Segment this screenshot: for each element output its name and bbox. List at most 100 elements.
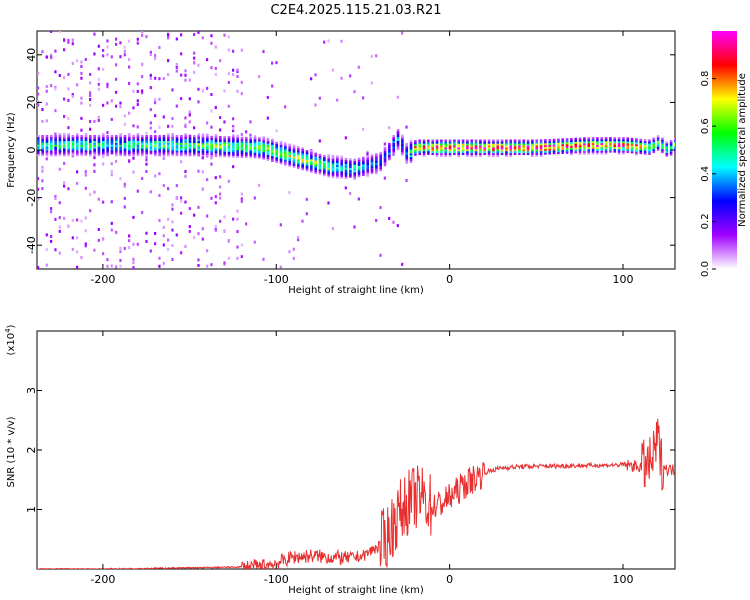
spectrogram-cell	[587, 150, 591, 153]
spectrogram-cell	[643, 148, 647, 151]
spectrogram-cell	[531, 154, 534, 157]
spectrogram-cell	[557, 150, 560, 153]
spectrogram-cell	[375, 170, 378, 173]
spectrogram-cell	[565, 149, 569, 152]
spectrogram-cell	[232, 129, 235, 133]
spectrogram-cell	[548, 140, 552, 144]
spectrogram-cell	[210, 109, 213, 113]
spectrogram-cell	[115, 150, 118, 153]
spectrogram-cell	[67, 146, 70, 149]
spectrogram-cell	[266, 139, 270, 142]
spectrogram-cell	[63, 38, 66, 42]
spectrogram-cell	[453, 145, 456, 148]
spectrogram-cell	[626, 137, 630, 140]
spectrogram-cell	[58, 201, 61, 205]
spectrogram-cell	[314, 152, 317, 155]
spectrogram-cell	[219, 151, 222, 154]
spectrogram-cell	[383, 164, 387, 167]
spectrogram-cell	[401, 142, 404, 145]
spectrogram-cell	[145, 152, 148, 155]
spectrogram-cell	[206, 58, 209, 62]
spectrogram-cell	[379, 253, 382, 257]
spectrogram-cell	[71, 140, 75, 143]
spectrogram-cell	[552, 140, 556, 143]
spectrogram-cell	[310, 162, 313, 166]
spectrogram-cell	[171, 146, 174, 149]
spectrogram-cell	[214, 45, 217, 49]
spectrogram-cell	[232, 145, 235, 149]
spectrogram-cell	[80, 71, 83, 75]
spectrogram-cell	[145, 158, 148, 162]
spectrogram-cell	[327, 159, 330, 163]
spectrogram-cell	[58, 167, 61, 171]
spectrogram-cell	[652, 145, 656, 148]
spectrogram-cell	[375, 158, 378, 162]
spectrogram-cell	[80, 154, 83, 157]
spectrogram-cell	[578, 152, 582, 156]
spectrogram-cell	[310, 168, 313, 171]
snr-y-multiplier: (x104)	[4, 324, 17, 355]
spectrogram-cell	[158, 256, 161, 260]
spectrogram-cell	[544, 150, 547, 153]
spectrogram-cell	[54, 154, 57, 157]
spectrogram-cell	[622, 150, 625, 153]
spectrogram-cell	[128, 234, 131, 238]
colorbar-tick-label: 0.2	[700, 213, 711, 229]
spectrogram-cell	[336, 176, 339, 179]
spectrogram-cell	[266, 143, 270, 146]
spectrogram-cell	[50, 148, 53, 151]
spectrogram-cell	[236, 217, 239, 221]
spectrogram-cell	[626, 139, 630, 142]
spectrogram-cell	[418, 139, 422, 142]
spectrogram-cell	[275, 143, 278, 147]
spectrogram-cell	[535, 152, 539, 156]
spectrogram-cell	[466, 150, 469, 154]
spectrogram-cell	[97, 140, 101, 143]
spectrogram-cell	[288, 145, 291, 148]
spectrogram-cell	[453, 143, 456, 146]
spectrogram-cell	[366, 150, 369, 154]
spectrogram-cell	[206, 139, 209, 142]
spectrogram-cell	[340, 163, 343, 166]
spectrogram-cell	[180, 211, 183, 215]
spectrogram-cell	[340, 155, 343, 158]
spectrogram-cell	[115, 144, 118, 147]
spectrogram-cell	[370, 81, 373, 85]
spectrogram-cell	[353, 168, 356, 171]
spectrogram-cell	[136, 148, 140, 151]
spectrogram-cell	[110, 228, 113, 232]
spectrogram-cell	[123, 53, 126, 57]
spectrogram-cell	[526, 147, 530, 150]
spectrogram-cell	[136, 37, 139, 41]
spectrogram-cell	[197, 63, 200, 67]
spectrogram-cell	[184, 136, 187, 140]
snr-x-label: Height of straight line (km)	[288, 585, 424, 596]
spectrogram-cell	[661, 150, 664, 154]
spectrogram-cell	[448, 149, 452, 152]
spectrogram-cell	[405, 179, 408, 183]
spectrogram-cell	[544, 152, 547, 155]
spectrogram-cell	[409, 145, 413, 148]
spectrogram-cell	[37, 152, 40, 155]
spectrogram-cell	[201, 152, 205, 155]
spectrogram-cell	[600, 150, 604, 153]
spectrogram-cell	[353, 162, 356, 165]
spectrogram-cell	[132, 106, 135, 110]
spectrogram-cell	[288, 151, 291, 154]
spectrogram-cell	[327, 167, 330, 170]
spectrogram-cell	[128, 81, 131, 85]
spectrogram-cell	[201, 146, 205, 150]
spectrogram-cell	[344, 136, 347, 140]
spectrogram-cell	[240, 48, 243, 52]
spectrogram-cell	[405, 144, 409, 147]
spectrogram-cell	[362, 158, 365, 161]
spectrogram-cell	[201, 89, 204, 93]
spectrogram-cell	[552, 144, 556, 147]
spectrogram-cell	[45, 148, 49, 151]
spectrogram-cell	[626, 146, 630, 150]
spectrogram-cell	[297, 157, 300, 160]
spectrogram-cell	[262, 151, 265, 154]
spectrogram-cell	[622, 152, 625, 155]
spectrogram-cell	[58, 150, 62, 153]
spectrogram-cell	[128, 146, 131, 149]
